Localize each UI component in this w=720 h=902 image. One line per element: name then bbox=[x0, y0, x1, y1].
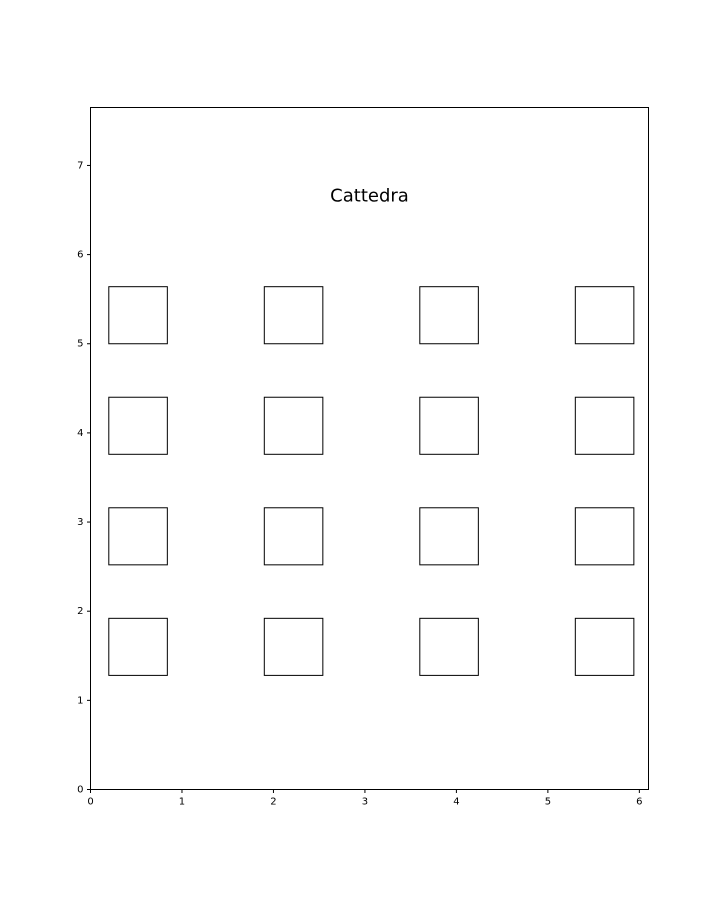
desk-r1-c2 bbox=[263, 286, 324, 345]
x-tick-label: 0 bbox=[87, 797, 93, 808]
desk-r2-c1 bbox=[108, 396, 168, 455]
y-tick-label: 6 bbox=[77, 250, 83, 261]
x-tick-label: 3 bbox=[362, 797, 368, 808]
y-tick-label: 4 bbox=[77, 428, 83, 439]
desk-r3-c4 bbox=[574, 507, 635, 566]
x-tick-label: 4 bbox=[453, 797, 459, 808]
y-tick-label: 1 bbox=[77, 695, 83, 706]
desk-r4-c4 bbox=[574, 617, 635, 676]
desk-r4-c1 bbox=[108, 617, 168, 676]
y-axis: 0 1 2 3 4 5 6 7 bbox=[77, 160, 91, 796]
desk-r2-c4 bbox=[574, 396, 635, 455]
x-tick-label: 5 bbox=[545, 797, 551, 808]
x-tick-label: 2 bbox=[270, 797, 276, 808]
desk-r3-c1 bbox=[108, 507, 168, 566]
desk-r1-c4 bbox=[574, 286, 635, 345]
y-tick-label: 7 bbox=[77, 160, 83, 171]
x-tick-label: 6 bbox=[636, 797, 642, 808]
desk-r3-c3 bbox=[419, 507, 479, 566]
x-tick-label: 1 bbox=[179, 797, 185, 808]
desk-r2-c2 bbox=[263, 396, 324, 455]
desk-r3-c2 bbox=[263, 507, 324, 566]
desk-r1-c1 bbox=[108, 286, 168, 345]
x-axis: 0 1 2 3 4 5 6 bbox=[87, 789, 643, 808]
desk-r4-c3 bbox=[419, 617, 479, 676]
y-tick-label: 5 bbox=[77, 339, 83, 350]
desk-r2-c3 bbox=[419, 396, 479, 455]
cattedra-label: Cattedra bbox=[330, 186, 409, 207]
y-tick-label: 3 bbox=[77, 517, 83, 528]
y-tick-label: 0 bbox=[77, 785, 83, 796]
y-tick-label: 2 bbox=[77, 606, 83, 617]
desk-r1-c3 bbox=[419, 286, 479, 345]
desk-r4-c2 bbox=[263, 617, 324, 676]
axes-frame bbox=[90, 107, 649, 790]
desk-layer bbox=[108, 286, 635, 676]
